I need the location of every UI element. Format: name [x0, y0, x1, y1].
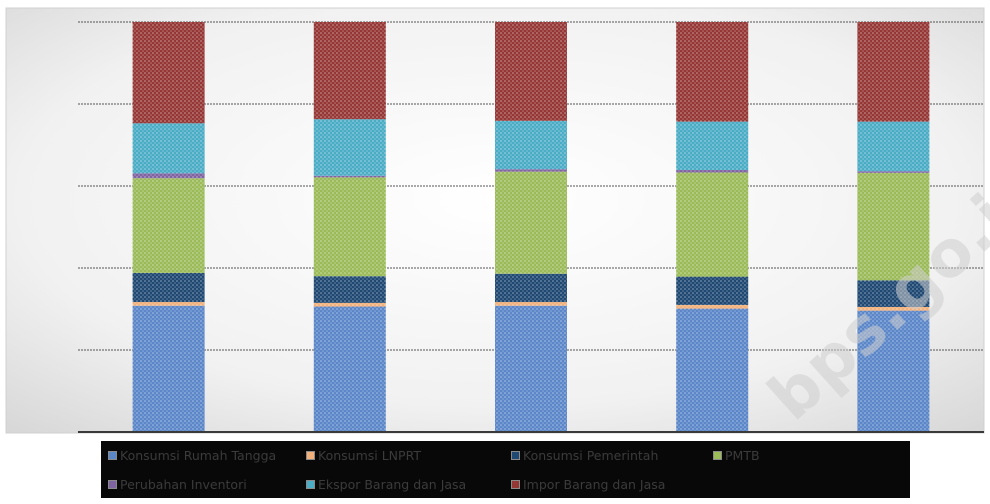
bar-segment-texture	[313, 302, 386, 307]
bar-segment-texture	[857, 280, 930, 307]
chart-legend: Konsumsi Rumah Tangga Konsumsi LNPRT Konsu…	[101, 441, 910, 498]
bar-segment-texture	[857, 172, 930, 281]
legend-item: Konsumsi Pemerintah	[511, 446, 658, 464]
legend-label: Konsumsi Pemerintah	[523, 447, 659, 463]
bar-segment-texture	[676, 172, 749, 277]
bar-segment-texture	[857, 310, 930, 432]
bar-segment-texture	[132, 22, 205, 124]
bar-segment-texture	[857, 171, 930, 173]
bar-segment-texture	[857, 306, 930, 311]
bar-segment-texture	[313, 119, 386, 176]
legend-swatch	[108, 450, 117, 460]
bar-segment-texture	[495, 22, 567, 121]
bar-segment-texture	[676, 170, 749, 173]
bar-segment-texture	[313, 306, 386, 432]
legend-label: Impor Barang dan Jasa	[523, 476, 666, 492]
bar-segment-texture	[313, 276, 386, 303]
legend-label: Konsumsi LNPRT	[318, 447, 421, 463]
bar-segment-texture	[495, 171, 567, 274]
legend-item: Perubahan Inventori	[108, 475, 247, 493]
bar-segment-texture	[132, 302, 205, 306]
legend-swatch	[306, 479, 315, 489]
bar-segment-texture	[495, 169, 567, 172]
legend-label: Konsumsi Rumah Tangga	[120, 447, 277, 463]
bar-segment-texture	[676, 22, 749, 122]
bar-segment-texture	[132, 272, 205, 303]
legend-item: Konsumsi Rumah Tangga	[108, 446, 276, 464]
legend-swatch	[306, 450, 315, 460]
bar-segment-texture	[495, 302, 567, 306]
bar-segment-texture	[857, 121, 930, 172]
legend-label: Ekspor Barang dan Jasa	[318, 476, 467, 492]
legend-item: Impor Barang dan Jasa	[511, 475, 665, 493]
bar-segment-texture	[313, 22, 386, 120]
legend-label: PMTB	[725, 447, 760, 463]
legend-swatch	[713, 450, 722, 460]
legend-item: PMTB	[713, 446, 760, 464]
bar-segment-texture	[676, 304, 749, 309]
legend-swatch	[511, 479, 520, 489]
bar-segment-texture	[495, 273, 567, 303]
bar-segment-texture	[132, 173, 205, 179]
bar-segment-texture	[132, 305, 205, 432]
bar-segment-texture	[495, 305, 567, 432]
bar-segment-texture	[676, 121, 749, 171]
legend-label: Perubahan Inventori	[120, 476, 247, 492]
bar-segment-texture	[676, 308, 749, 432]
bar-segment-texture	[313, 177, 386, 277]
bar-segment-texture	[676, 276, 749, 305]
bar-segment-texture	[313, 175, 386, 178]
legend-item: Konsumsi LNPRT	[306, 446, 421, 464]
bar-segment-texture	[132, 123, 205, 174]
legend-swatch	[511, 450, 520, 460]
bar-segment-texture	[132, 178, 205, 273]
legend-item: Ekspor Barang dan Jasa	[306, 475, 466, 493]
bar-segment-texture	[495, 120, 567, 170]
legend-swatch	[108, 479, 117, 489]
bar-segment-texture	[857, 22, 930, 122]
